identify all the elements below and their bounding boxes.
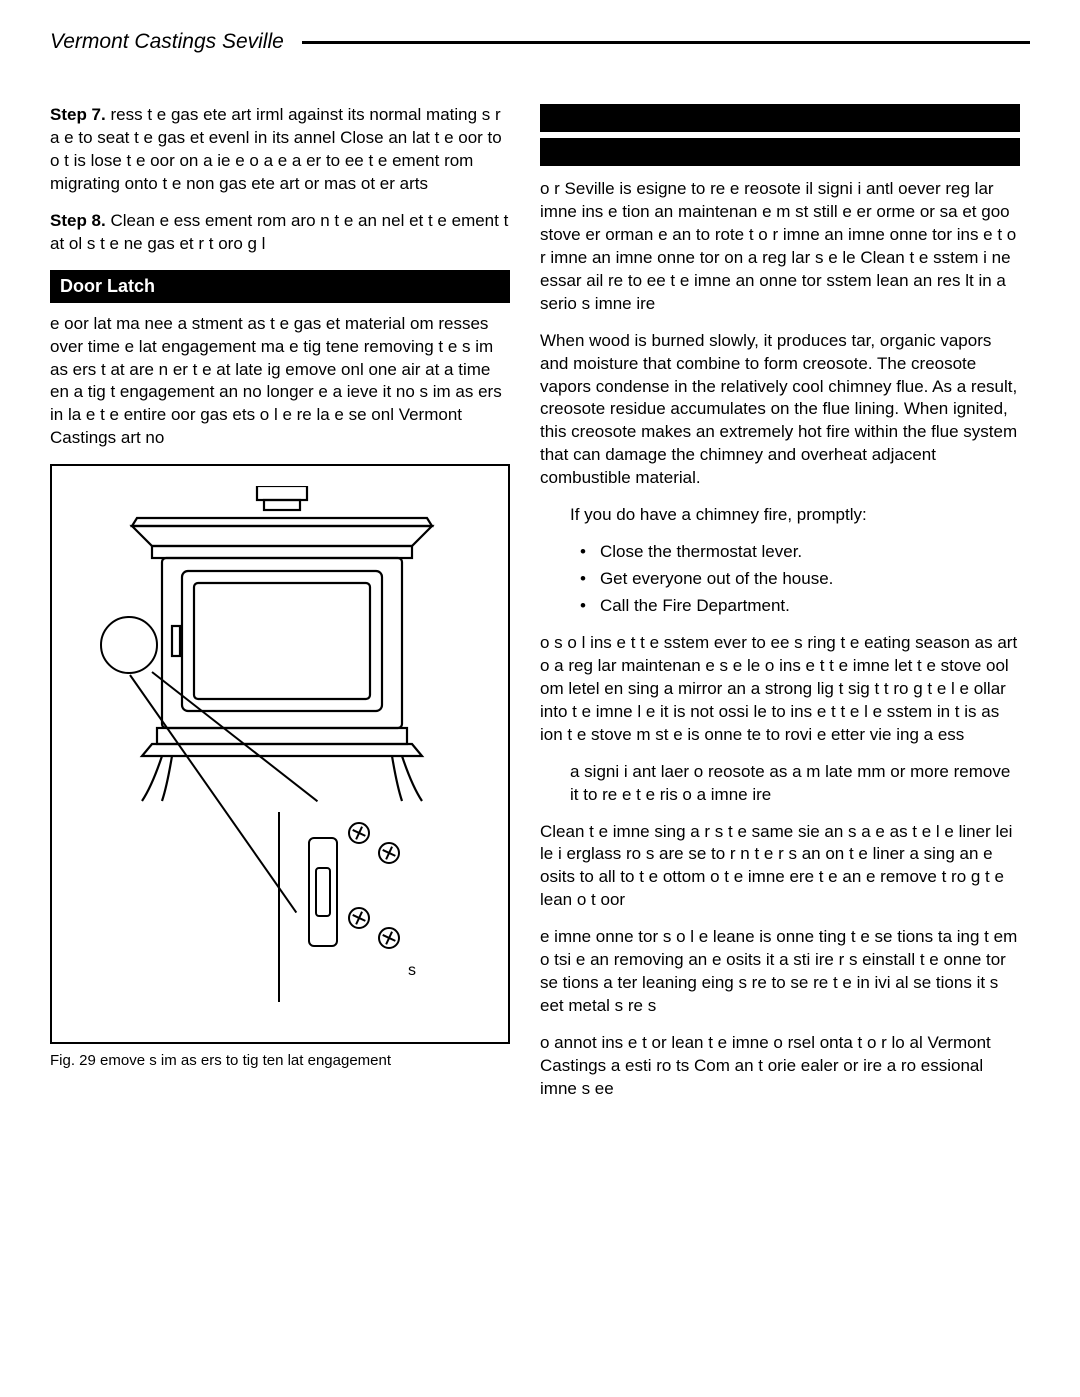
chimney-heading-2 — [540, 138, 1020, 166]
bullet-3: Call the Fire Department. — [580, 595, 1020, 618]
screw-icon — [348, 822, 370, 844]
bullet-3-text: Call the Fire Department. — [600, 595, 790, 618]
latch-slot — [315, 867, 331, 917]
left-column: Step 7. ress t e gas ete art irml agains… — [50, 104, 510, 1115]
bullet-icon — [580, 541, 586, 564]
latch-detail: s — [278, 812, 468, 1002]
header-rule — [302, 41, 1030, 44]
figure-29: s — [50, 464, 510, 1044]
bullet-2-text: Get everyone out of the house. — [600, 568, 833, 591]
step8-para: Step 8. Clean e ess ement rom aro n t e … — [50, 210, 510, 256]
right-p3: If you do have a chimney fire, promptly: — [570, 504, 1020, 527]
bullet-icon — [580, 568, 586, 591]
right-p1: o r Seville is esigne to re e reosote il… — [540, 178, 1020, 316]
stove-illustration — [112, 486, 452, 806]
header-title: Vermont Castings Seville — [50, 30, 284, 54]
step7-text: ress t e gas ete art irml against its no… — [50, 105, 502, 193]
door-latch-heading: Door Latch — [50, 270, 510, 303]
step8-label: Step 8. — [50, 211, 106, 230]
step8-text: Clean e ess ement rom aro n t e an nel e… — [50, 211, 508, 253]
right-p7: e imne onne tor s o l e leane is onne ti… — [540, 926, 1020, 1018]
bullet-2: Get everyone out of the house. — [580, 568, 1020, 591]
right-p8: o annot ins e t or lean t e imne o rsel … — [540, 1032, 1020, 1101]
bullet-icon — [580, 595, 586, 618]
bullet-1-text: Close the thermostat lever. — [600, 541, 802, 564]
chimney-heading-1 — [540, 104, 1020, 132]
right-p6: Clean t e imne sing a r s t e same sie a… — [540, 821, 1020, 913]
right-column: o r Seville is esigne to re e reosote il… — [540, 104, 1020, 1115]
page-header: Vermont Castings Seville — [50, 30, 1030, 54]
content-columns: Step 7. ress t e gas ete art irml agains… — [50, 104, 1030, 1115]
screw-label: s — [408, 962, 416, 980]
callout-circle — [100, 616, 158, 674]
right-p2: When wood is burned slowly, it produces … — [540, 330, 1020, 491]
screw-icon — [378, 927, 400, 949]
bullet-1: Close the thermostat lever. — [580, 541, 1020, 564]
step7-para: Step 7. ress t e gas ete art irml agains… — [50, 104, 510, 196]
right-p5: a signi i ant laer o reosote as a m late… — [570, 761, 1020, 807]
screw-icon — [378, 842, 400, 864]
right-p4: o s o l ins e t t e sstem ever to ee s r… — [540, 632, 1020, 747]
latch-para: e oor lat ma nee a stment as t e gas et … — [50, 313, 510, 451]
figure-caption: Fig. 29 emove s im as ers to tig ten lat… — [50, 1052, 510, 1069]
screw-icon — [348, 907, 370, 929]
step7-label: Step 7. — [50, 105, 106, 124]
detail-edge — [278, 812, 280, 1002]
